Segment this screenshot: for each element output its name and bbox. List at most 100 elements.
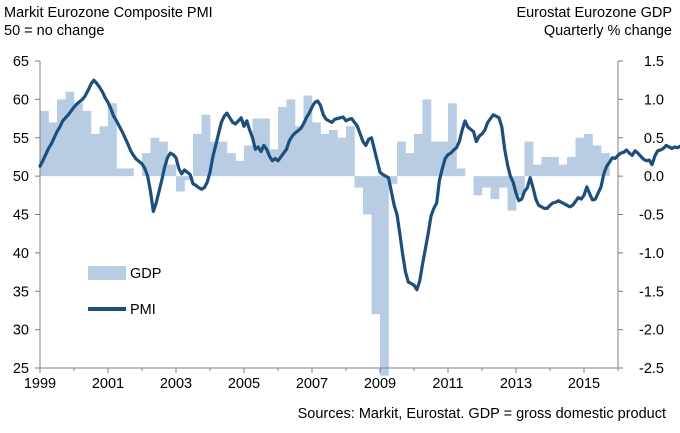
gdp-bar [176,176,185,192]
gdp-bar [380,176,389,376]
gdp-bar [125,168,134,177]
y-left-tick-label: 25 [13,361,29,377]
gdp-bar [490,176,500,200]
gdp-bar [150,137,160,177]
gdp-bar [541,156,551,177]
legend-pmi-label: PMI [130,302,156,318]
x-tick-label: 2003 [160,376,192,392]
y-right-tick-label: 1.5 [644,54,664,70]
x-tick-label: 1999 [24,376,56,392]
gdp-bar [346,126,355,177]
right-title-line2: Quarterly % change [543,23,672,39]
y-left-tick-label: 60 [13,92,29,108]
y-right-tick-label: 0.0 [644,169,664,185]
x-tick-label: 2013 [500,376,532,392]
gdp-bar [473,176,483,196]
gdp-bar [312,122,321,177]
x-tick-label: 2009 [364,376,396,392]
x-tick-label: 2015 [568,376,600,392]
gdp-bar [414,133,423,177]
gdp-bar [108,103,117,177]
gdp-bar [337,137,347,177]
gdp-bar [278,107,287,177]
gdp-bar [142,153,151,177]
pmi-line-series [38,78,680,292]
gdp-bar [524,141,534,177]
gdp-bar [218,141,228,177]
gdp-bar [116,168,126,177]
gdp-bar [448,103,457,177]
y-right-tick-label: -2.0 [639,323,664,339]
gdp-bar [65,91,75,177]
gdp-bar [575,137,585,177]
gdp-bar [227,153,236,177]
gdp-bar [159,141,168,177]
gdp-bar [244,145,253,177]
y-right-tick-label: -1.5 [639,284,664,300]
pmi-line [38,78,680,292]
y-left-tick-label: 40 [13,246,29,262]
gdp-bar [533,164,542,177]
gdp-bar [601,153,610,177]
x-tick-label: 2007 [296,376,328,392]
gdp-bar-series [40,91,610,376]
y-right-tick-label: -2.5 [639,361,664,377]
y-right-tick-label: -0.5 [639,208,664,224]
gdp-bar [592,145,602,177]
gdp-bar [184,176,194,180]
gdp-bar [431,141,440,177]
gdp-bar [193,133,202,177]
gdp-bar [210,141,219,177]
gdp-bar [388,176,398,184]
left-title-line2: 50 = no change [4,23,105,39]
gdp-bar [74,103,83,177]
gdp-bar [320,133,330,177]
gdp-bar [507,176,517,211]
y-left-tick-label: 30 [13,323,29,339]
gdp-bar [405,153,415,177]
gdp-bar [516,176,525,196]
left-axis-title: Markit Eurozone Composite PMI 50 = no ch… [4,4,213,40]
y-left-tick-label: 65 [13,54,29,70]
y-left-tick-label: 55 [13,131,29,147]
axes: 25 30 35 40 45 50 55 60 65 -2.5 -2.0 -1.5 -1.0 -0.5 0.… [13,54,664,392]
right-axis-title: Eurostat Eurozone GDP Quarterly % change [516,4,672,40]
legend-gdp-swatch [88,266,126,280]
y-right-tick-label: 1.0 [644,92,664,108]
gdp-bar [558,164,568,177]
gdp-bar [550,156,559,177]
gdp-bar [99,126,109,177]
gdp-bar [567,156,576,177]
gdp-bar [235,160,245,177]
legend-gdp-label: GDP [130,266,161,282]
gdp-bar [499,176,508,188]
gdp-bar [329,130,338,177]
x-tick-label: 2011 [432,376,463,392]
gdp-bar [397,141,406,177]
gdp-bar [303,95,313,177]
right-title-line1: Eurostat Eurozone GDP [516,5,672,21]
gdp-bar [82,110,92,177]
gdp-bar [363,176,372,215]
gdp-bar [269,149,279,177]
gdp-bar [584,133,593,177]
gdp-bar [57,99,66,177]
gdp-bar [482,176,491,188]
y-right-tick-label: 0.5 [644,131,664,147]
gdp-bar [48,122,58,177]
x-tick-label: 2001 [92,376,124,392]
gdp-bar [371,176,381,315]
y-left-tick-label: 45 [13,208,29,224]
gdp-bar [40,110,49,177]
legend: GDP PMI [88,266,161,318]
gdp-bar [422,99,432,177]
y-left-tick-label: 50 [13,169,29,185]
gdp-bar [201,114,211,177]
source-note: Sources: Markit, Eurostat. GDP = gross d… [297,406,666,422]
x-tick-label: 2005 [228,376,260,392]
y-left-tick-label: 35 [13,284,29,300]
gdp-bar [91,133,100,177]
y-right-tick-label: -1.0 [639,246,664,262]
gdp-bar [167,164,177,177]
left-title-line1: Markit Eurozone Composite PMI [4,5,213,21]
